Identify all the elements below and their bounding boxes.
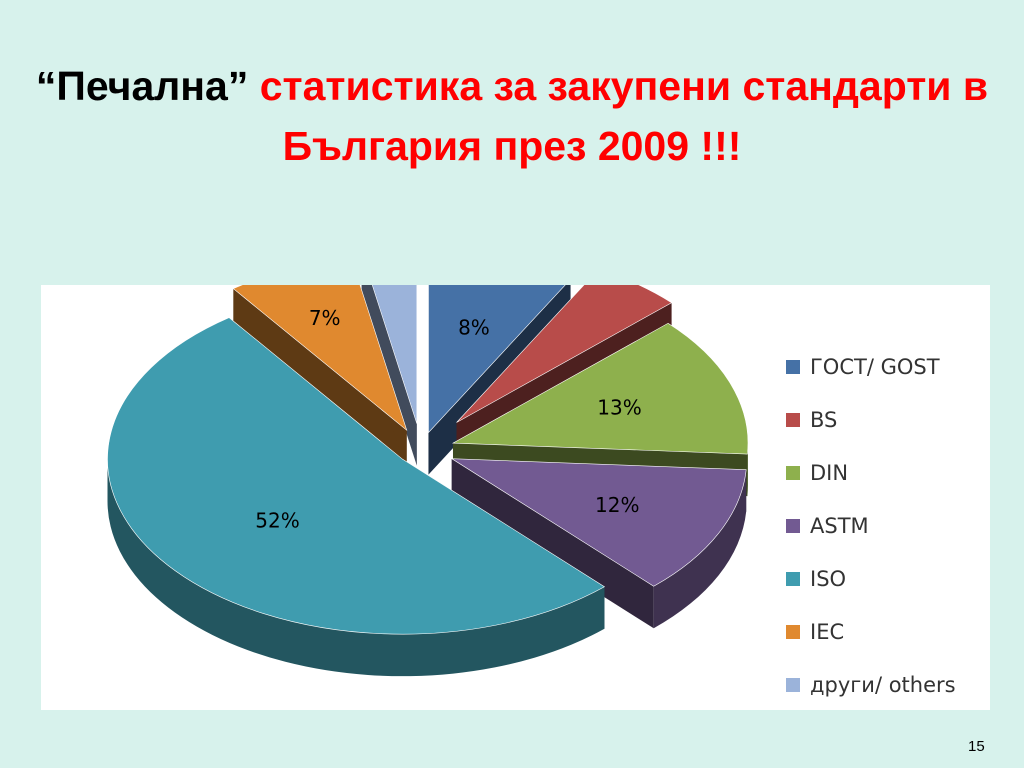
legend-swatch: [786, 624, 800, 639]
legend-swatch: [786, 465, 800, 480]
slice-label-3: 12%: [595, 493, 639, 517]
legend-swatch: [786, 677, 800, 692]
pie-slice-5: [232, 285, 408, 473]
legend-item-1: BS: [786, 393, 986, 446]
slide-title: “Печална” статистика за закупени стандар…: [20, 56, 1004, 176]
chart-panel: 8%5%13%12%52%7%3% ГОСТ/ GOSTBSDINASTMISO…: [41, 285, 990, 710]
legend-label: ГОСТ/ GOST: [810, 354, 940, 379]
legend-swatch: [786, 359, 800, 374]
legend-label: IEC: [810, 619, 845, 644]
pie-slice-3: [450, 458, 747, 629]
legend-label: ISO: [810, 566, 847, 591]
legend-item-3: ASTM: [786, 499, 986, 552]
page-number: 15: [968, 738, 985, 755]
pie-slice-4: [107, 317, 606, 677]
title-quoted-word: “Печална”: [35, 63, 249, 109]
legend-label: ASTM: [810, 513, 869, 538]
legend-label: BS: [810, 407, 838, 432]
legend-item-2: DIN: [786, 446, 986, 499]
legend-swatch: [786, 571, 800, 586]
legend-label: други/ others: [810, 672, 956, 697]
slice-label-5: 7%: [309, 306, 341, 330]
legend-label: DIN: [810, 460, 849, 485]
legend-item-0: ГОСТ/ GOST: [786, 340, 986, 393]
title-red-text: статистика за закупени стандарти в Бълга…: [248, 63, 989, 169]
legend-swatch: [786, 412, 800, 427]
pie-chart: 8%5%13%12%52%7%3%: [107, 285, 749, 677]
slice-label-4: 52%: [255, 509, 299, 533]
legend-swatch: [786, 518, 800, 533]
legend-item-4: ISO: [786, 552, 986, 605]
legend-item-6: други/ others: [786, 658, 986, 711]
chart-legend: ГОСТ/ GOST BS DIN ASTM ISO IEC други/ others: [786, 340, 986, 711]
legend-item-5: IEC: [786, 605, 986, 658]
slice-label-0: 8%: [458, 315, 490, 339]
slice-label-2: 13%: [597, 396, 641, 420]
